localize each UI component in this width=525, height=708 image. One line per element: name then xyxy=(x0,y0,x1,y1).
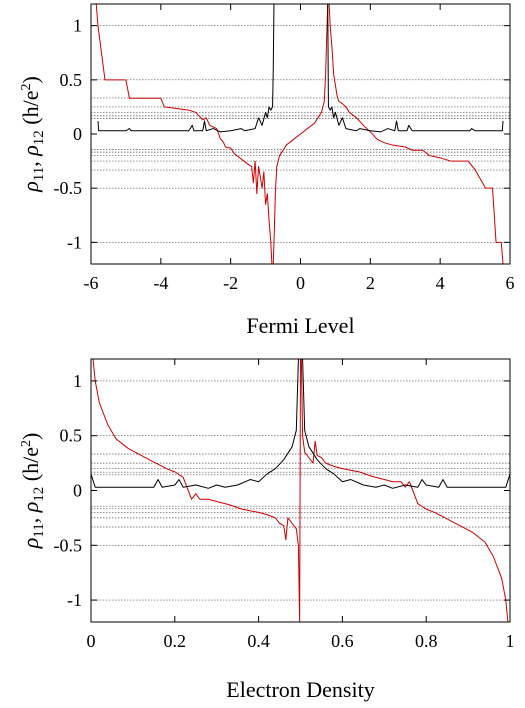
x-tick-label: 0.4 xyxy=(247,631,270,651)
series-black-line xyxy=(97,4,504,133)
y-tick-label: 0.5 xyxy=(60,70,83,90)
x-tick-label: -4 xyxy=(153,273,168,293)
y-tick-label: -1 xyxy=(67,232,82,252)
x-tick-label: 0 xyxy=(87,631,96,651)
y-tick-label: -0.5 xyxy=(54,535,83,555)
x-tick-label: 0.6 xyxy=(331,631,354,651)
x-tick-label: 0.2 xyxy=(164,631,187,651)
fermi-level-plot: -6 -4 -2 0 2 4 6 -1 -0.5 0 0.5 1 Fermi Level ρ11, ρ12… xyxy=(18,3,515,338)
y-tick-label: 0 xyxy=(73,124,82,144)
series-black-line xyxy=(91,359,510,489)
x-axis-label: Electron Density xyxy=(226,677,374,702)
y-tick-label: -1 xyxy=(67,590,82,610)
y-tick-label: 1 xyxy=(73,371,82,391)
x-tick-label: 1 xyxy=(506,631,515,651)
x-tick-label: 6 xyxy=(506,273,515,293)
y-tick-label: -0.5 xyxy=(54,178,83,198)
y-tick-label: 0.5 xyxy=(60,426,83,446)
y-axis-label: ρ11, ρ12 (h/e2) xyxy=(18,433,47,550)
x-tick-label: 2 xyxy=(366,273,375,293)
x-tick-label: 4 xyxy=(436,273,445,293)
electron-density-plot: 0 0.2 0.4 0.6 0.8 1 -1 -0.5 0 0.5 1 Electron Densit… xyxy=(18,358,515,702)
series-red-line xyxy=(92,359,509,622)
y-tick-label: 1 xyxy=(73,16,82,36)
y-axis-label: ρ11, ρ12 (h/e2) xyxy=(18,76,47,193)
x-tick-label: 0.8 xyxy=(415,631,438,651)
series-red-line xyxy=(95,4,504,264)
y-tick-label: 0 xyxy=(73,481,82,501)
x-tick-label: -6 xyxy=(84,273,99,293)
x-tick-label: -2 xyxy=(223,273,238,293)
x-tick-label: 0 xyxy=(296,273,305,293)
x-axis-label: Fermi Level xyxy=(246,313,354,338)
